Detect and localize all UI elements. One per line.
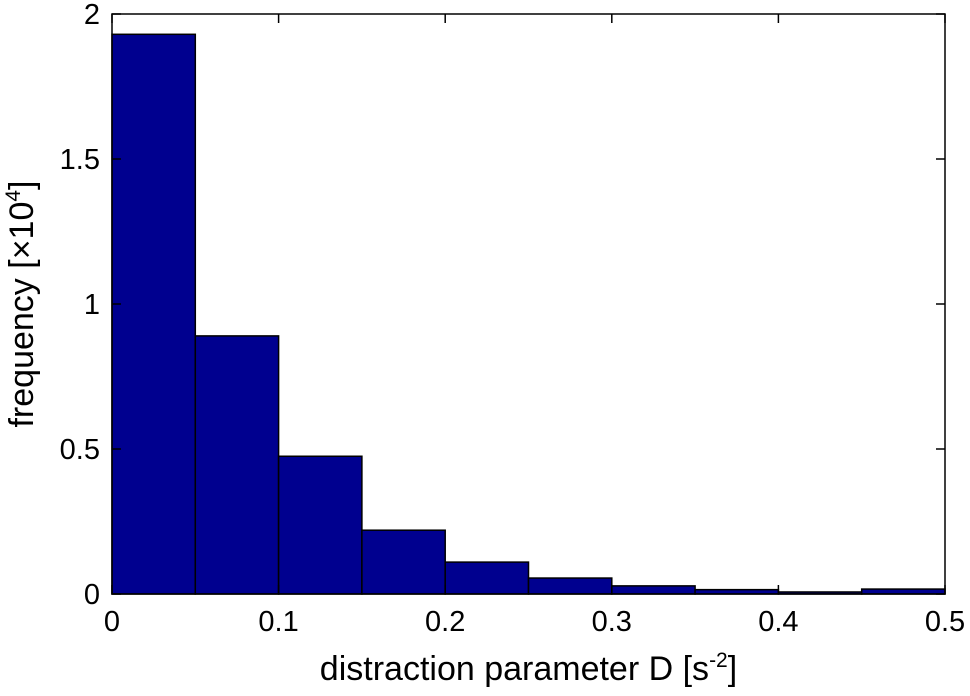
y-tick-label: 0.5 [60, 434, 100, 466]
x-tick-label: 0.3 [592, 606, 632, 638]
y-tick-label: 0 [84, 579, 100, 611]
histogram-bar-1 [111, 33, 197, 595]
histogram-bar-2 [194, 335, 280, 595]
x-tick-label: 0.1 [258, 606, 298, 638]
x-axis-title: distraction parameter D [s-2] [320, 649, 737, 688]
bars-layer [111, 33, 946, 595]
histogram-bar-5 [444, 561, 530, 595]
y-axis-title-superscript: 4 [2, 190, 25, 202]
x-axis-title-superscript: -2 [709, 649, 728, 672]
plot-frame [111, 13, 946, 595]
histogram-bar-7 [611, 585, 696, 595]
y-tick-label: 1.5 [60, 144, 100, 176]
x-axis-title-text: distraction parameter D [s [320, 650, 709, 688]
y-axis-title-suffix: ] [3, 180, 41, 189]
x-axis-title-suffix: ] [728, 650, 737, 688]
y-tick-label: 1 [84, 289, 100, 321]
x-tick-label: 0 [104, 606, 120, 638]
histogram-bar-6 [527, 577, 613, 595]
x-tick-label: 0.5 [925, 606, 965, 638]
x-tick-label: 0.2 [425, 606, 465, 638]
x-tick-label: 0.4 [758, 606, 798, 638]
y-axis-title: frequency [×104] [2, 180, 41, 427]
y-tick-label: 2 [84, 0, 100, 31]
y-axis-title-text: frequency [×10 [3, 202, 41, 428]
histogram-bar-4 [361, 529, 446, 595]
histogram-bar-3 [277, 455, 363, 595]
tick-labels-layer: 0 0.1 0.2 0.3 0.4 0.5 0 0.5 1 1.5 2 [60, 0, 965, 638]
